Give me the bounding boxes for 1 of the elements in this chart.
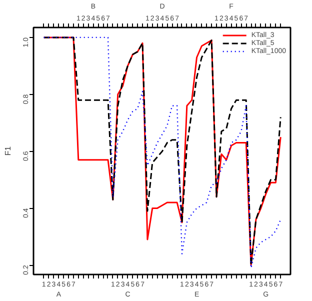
y-axis-title: F1 (4, 146, 12, 156)
